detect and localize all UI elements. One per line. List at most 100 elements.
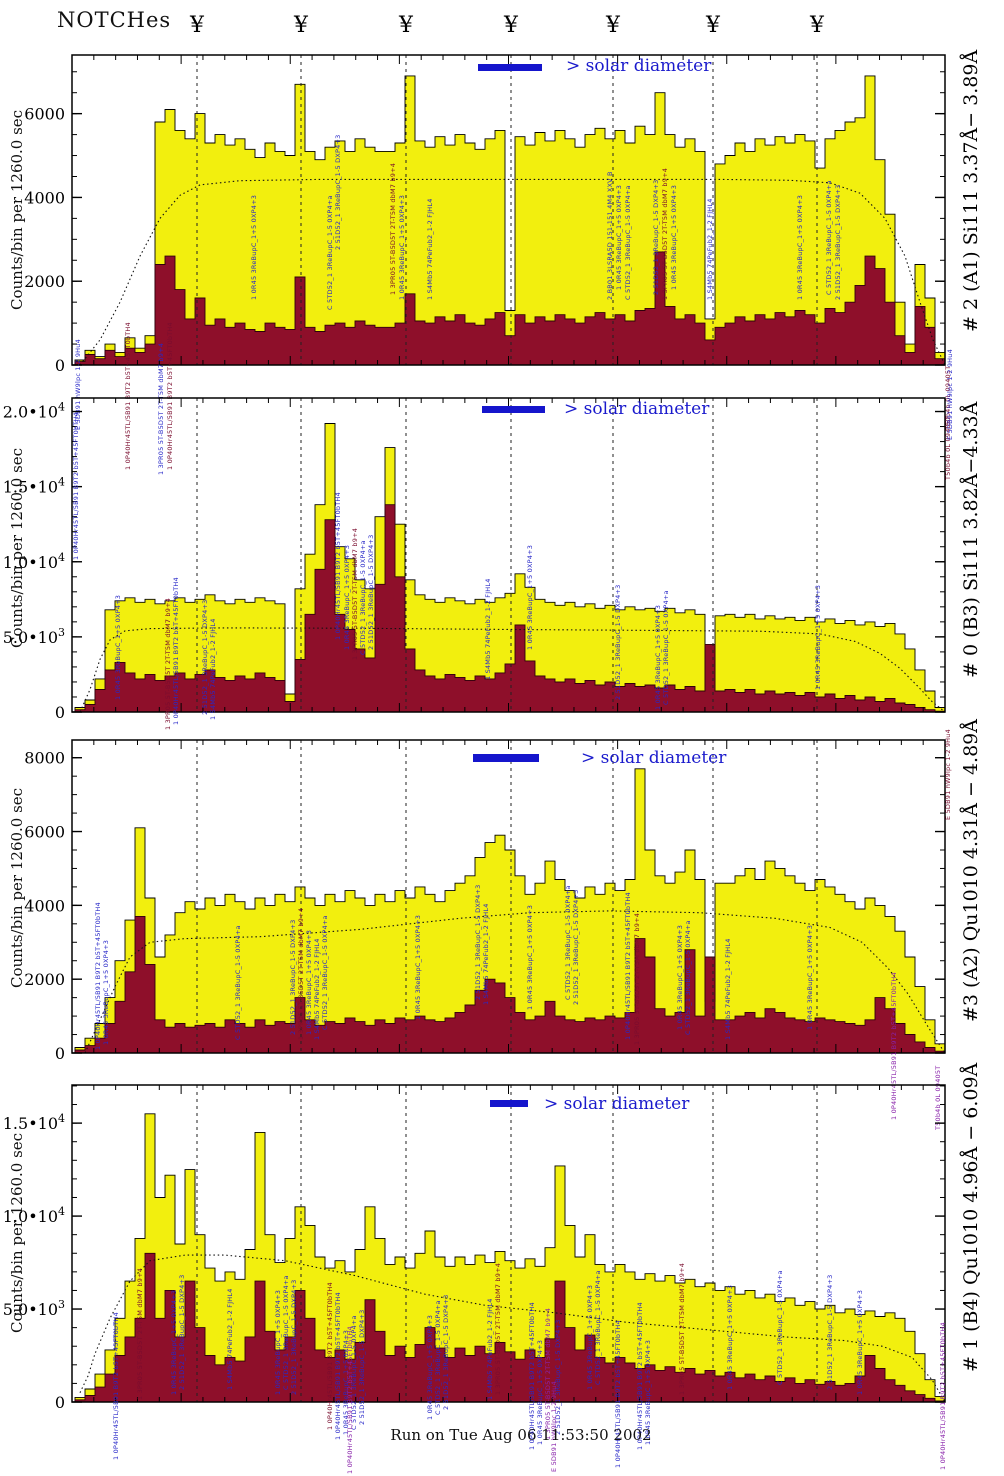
svg-text:E 5DB91 hW9lpc 1-2 9Hu4: E 5DB91 hW9lpc 1-2 9Hu4 [550,1381,558,1472]
svg-text:2 51D52_1 3ReBupC_1-5 DXP4+3: 2 51D52_1 3ReBupC_1-5 DXP4+3 [826,1275,834,1390]
svg-text:1 S4Mb5 74PeFub2_1-2 FJHL4: 1 S4Mb5 74PeFub2_1-2 FJHL4 [313,938,321,1040]
svg-text:E 5DB91 hW9lpc 1-2 9Hu4: E 5DB91 hW9lpc 1-2 9Hu4 [944,729,952,820]
svg-text:0: 0 [55,1393,65,1412]
svg-text:2000: 2000 [24,970,65,989]
svg-text:E 5DB91 hW9lpc 1-2 9Hu4: E 5DB91 hW9lpc 1-2 9Hu4 [946,349,954,440]
svg-text:¥: ¥ [189,13,205,38]
svg-text:1 0R45 3ReBupC_1+5 0XP4+3: 1 0R45 3ReBupC_1+5 0XP4+3 [102,940,110,1045]
svg-text:1 0P40Hr45TL/5B91 B9T2 b5T+45F: 1 0P40Hr45TL/5B91 B9T2 b5T+45FT0bTH4 [112,1312,120,1460]
svg-text:C 5TD52_1 3ReBupC_1-5 0XP4+a: C 5TD52_1 3ReBupC_1-5 0XP4+a [282,1275,290,1390]
svg-text:1 0P40Hr45TL/5B91 B9T2 b5T+45F: 1 0P40Hr45TL/5B91 B9T2 b5T+45FT0bTH4 [124,322,132,470]
svg-text:1 0R45 3ReBupC_1+5 0XP4+3: 1 0R45 3ReBupC_1+5 0XP4+3 [526,545,534,650]
svg-text:1 0R45 3ReBupC_1+5 0XP4+3: 1 0R45 3ReBupC_1+5 0XP4+3 [615,185,623,290]
svg-text:1 3PR05 5T-B5D5T 2T-T5M dbM7 b: 1 3PR05 5T-B5D5T 2T-T5M dbM7 b9+4 [494,1263,502,1395]
svg-text:1 0P40Hr45TL/5B91 B9T2 b5T+45F: 1 0P40Hr45TL/5B91 B9T2 b5T+45FT0bTH4 [334,1292,342,1440]
svg-text:1 0R45 3ReBupC_1+5 0XP4+3: 1 0R45 3ReBupC_1+5 0XP4+3 [305,930,313,1035]
svg-text:C 5TD52_1 3ReBupC_1-5 0XP4+a: C 5TD52_1 3ReBupC_1-5 0XP4+a [234,925,242,1040]
svg-text:1 S4Mb5 74PeFub2_1-2 FJHL4: 1 S4Mb5 74PeFub2_1-2 FJHL4 [724,938,732,1040]
svg-text:1 S4Mb5 74PeFub2_1-2 FJHL4: 1 S4Mb5 74PeFub2_1-2 FJHL4 [426,198,434,300]
y-axis-label-panel-1: Counts/bin per 1260.0 sec [8,109,26,310]
svg-text:¥: ¥ [293,13,309,38]
svg-text:5.0•103: 5.0•103 [3,1298,65,1319]
svg-text:1 0R45 3ReBupC_1+5 0XP4+3: 1 0R45 3ReBupC_1+5 0XP4+3 [114,595,122,700]
panel-3-annotations: 1 0P40Hr45TL/5B91 B9T2 b5T+45FT0bTH4 1 0R… [94,729,952,1131]
svg-text:1 0R45 3ReBupC_1+5 0XP4+3: 1 0R45 3ReBupC_1+5 0XP4+3 [250,195,258,300]
svg-text:C 5TD52_1 3ReBupC_1-5 0XP4+a: C 5TD52_1 3ReBupC_1-5 0XP4+a [594,1270,602,1385]
svg-text:0: 0 [55,356,65,375]
svg-text:1.0•104: 1.0•104 [3,551,65,572]
svg-text:1 3PR05 5T-B5D5T 2T-T5M dbM7 b: 1 3PR05 5T-B5D5T 2T-T5M dbM7 b9+4 [164,598,172,730]
svg-text:1 S4Mb5 74PeFub2_1-2 FJHL4: 1 S4Mb5 74PeFub2_1-2 FJHL4 [706,198,714,300]
svg-text:¥: ¥ [503,13,519,38]
svg-text:1 3PR05 5T-B5D5T 2T-T5M dbM7 b: 1 3PR05 5T-B5D5T 2T-T5M dbM7 b9+4 [157,343,165,475]
svg-text:2 51D52_1 3ReBupC_1-5 DXP4+3: 2 51D52_1 3ReBupC_1-5 DXP4+3 [290,1280,298,1395]
svg-text:C 5TD52_1 3ReBupC_1-5 0XP4+a: C 5TD52_1 3ReBupC_1-5 0XP4+a [434,1300,442,1415]
svg-text:1 0R45 3ReBupC_1+5 0XP4+3: 1 0R45 3ReBupC_1+5 0XP4+3 [526,905,534,1010]
svg-text:1 0R45 3ReBupC_1+5 0XP4+3: 1 0R45 3ReBupC_1+5 0XP4+3 [670,185,678,290]
svg-text:1 0P40Hr45TL/5B91 B9T2 b5T+45F: 1 0P40Hr45TL/5B91 B9T2 b5T+45FT0bTH4 [939,1322,947,1470]
panel-1-annotations: E 5DB91 hW9lpc 1-2 9Hu4 1 0P40Hr45TL/5B91… [74,135,952,475]
svg-text:C 5TD52_1 3ReBupC_1-5 0XP4+a: C 5TD52_1 3ReBupC_1-5 0XP4+a [684,920,692,1035]
svg-text:5.0•103: 5.0•103 [3,626,65,647]
svg-text:C 5TD52_1 3ReBupC_1-5 0XP4+a: C 5TD52_1 3ReBupC_1-5 0XP4+a [825,180,833,295]
svg-text:1 0P40Hr45TL/5B91 B9T2 b5T+45F: 1 0P40Hr45TL/5B91 B9T2 b5T+45FT0bTH4 [624,892,632,1040]
svg-text:1 0R45 3ReBupC_1+5 0XP4+3: 1 0R45 3ReBupC_1+5 0XP4+3 [796,195,804,300]
solar-diameter-label-panel-1: > solar diameter [566,56,712,76]
svg-text:C 5TD52_1 3ReBupC_1-5 0XP4+a: C 5TD52_1 3ReBupC_1-5 0XP4+a [350,1315,358,1430]
run-timestamp: Run on Tue Aug 06 11:53:50 2002 [390,1426,652,1444]
svg-text:2 51D52_1 3ReBupC_1-5 DXP4+3: 2 51D52_1 3ReBupC_1-5 DXP4+3 [367,535,375,650]
svg-text:1 0R45 3ReBupC_1+5 0XP4+3: 1 0R45 3ReBupC_1+5 0XP4+3 [426,1315,434,1420]
svg-text:2 51D52_1 3ReBupC_1-5 DXP4+3: 2 51D52_1 3ReBupC_1-5 DXP4+3 [652,180,660,295]
svg-text:1 0R45 3ReBupC_1+5 0XP4+3: 1 0R45 3ReBupC_1+5 0XP4+3 [274,1290,282,1395]
svg-text:1 0R45 3ReBupC_1+5 0XP4+3: 1 0R45 3ReBupC_1+5 0XP4+3 [654,605,662,710]
panel-4-right-label: # 1 (B4) Qu1010 4.96Å − 6.09Å [960,1062,982,1372]
solar-diameter-label-panel-3: > solar diameter [581,748,727,768]
svg-text:2 51D52_1 3ReBupC_1-5 DXP4+3: 2 51D52_1 3ReBupC_1-5 DXP4+3 [178,1275,186,1390]
panel-2-right-label: # 0 (B3) Si111 3.82Å−4.33Å [960,401,982,678]
svg-text:C 5TD52_1 3ReBupC_1-5 0XP4+a: C 5TD52_1 3ReBupC_1-5 0XP4+a [662,590,670,705]
y-axis-label-panel-2: Counts/bin per 1260.0 sec [8,447,26,648]
svg-text:1.5•104: 1.5•104 [3,1112,65,1133]
svg-text:4000: 4000 [24,896,65,915]
svg-text:C 5TD52_1 3ReBupC_1-5 0XP4+a: C 5TD52_1 3ReBupC_1-5 0XP4+a [321,915,329,1030]
svg-text:2 51D52_1 3ReBupC_1-5 DXP4+3: 2 51D52_1 3ReBupC_1-5 DXP4+3 [474,885,482,1000]
svg-text:C 5TD52_1 3ReBupC_1-5 0XP4+a: C 5TD52_1 3ReBupC_1-5 0XP4+a [776,1270,784,1385]
svg-text:1 0P40Hr45TL/5B91 B9T2 b5T+45F: 1 0P40Hr45TL/5B91 B9T2 b5T+45FT0bTH4 [890,972,898,1120]
svg-text:2000: 2000 [24,272,65,291]
y-axis-label-panel-3: Counts/bin per 1260.0 sec [8,787,26,988]
solar-diameter-bar [473,754,539,762]
svg-text:¥: ¥ [809,13,825,38]
svg-text:T50b4b 0L 09405T: T50b4b 0L 09405T [934,1066,942,1131]
svg-text:1 0R45 3ReBupC_1+5 0XP4+3: 1 0R45 3ReBupC_1+5 0XP4+3 [814,585,822,690]
svg-text:1 0P40Hr45TL/5B91 B9T2 b5T+45F: 1 0P40Hr45TL/5B91 B9T2 b5T+45FT0bTH4 [172,577,180,725]
svg-text:1 0P40Hr45TL/5B91 B9T2 b5T+45F: 1 0P40Hr45TL/5B91 B9T2 b5T+45FT0bTH4 [636,1302,644,1450]
svg-text:2 51D52_1 3ReBupC_1-5 DXP4+3: 2 51D52_1 3ReBupC_1-5 DXP4+3 [289,920,297,1035]
svg-text:1 0P40Hr45TL/5B91 B9T2 b5T+45F: 1 0P40Hr45TL/5B91 B9T2 b5T+45FT0bTH4 [528,1302,536,1450]
svg-text:1 0R45 3ReBupC_1+5 0XP4+3: 1 0R45 3ReBupC_1+5 0XP4+3 [644,1340,652,1445]
svg-text:1 0P40Hr45TL/5B91 B9T2 b5T+45F: 1 0P40Hr45TL/5B91 B9T2 b5T+45FT0bTH4 [72,412,80,560]
svg-text:2 51D52_1 3ReBupC_1-5 DXP4+3: 2 51D52_1 3ReBupC_1-5 DXP4+3 [334,135,342,250]
panel-4-group: 0 5.0•103 1.0•104 1.5•104 1 0P40Hr45TL/5B91 … [3,1084,947,1474]
svg-text:2.0•104: 2.0•104 [3,401,65,422]
solar-diameter-bar [490,1100,528,1107]
svg-text:1 0R45 3ReBupC_1+5 0XP4+3: 1 0R45 3ReBupC_1+5 0XP4+3 [676,925,684,1030]
solar-diameter-bar [482,406,545,413]
svg-text:2 51D52_1 3ReBupC_1-5 DXP4+3: 2 51D52_1 3ReBupC_1-5 DXP4+3 [442,1295,450,1410]
svg-text:1 3PR05 5T-B5D5T 2T-T5M dbM7 b: 1 3PR05 5T-B5D5T 2T-T5M dbM7 b9+4 [544,1308,552,1440]
svg-text:1 3PR05 5T-B5D5T 2T-T5M dbM7 b: 1 3PR05 5T-B5D5T 2T-T5M dbM7 b9+4 [351,528,359,660]
svg-text:1 0P40Hr45TL/5B91 B9T2 b5T+45F: 1 0P40Hr45TL/5B91 B9T2 b5T+45FT0bTH4 [166,322,174,470]
svg-text:T50b4b 0L 09405T: T50b4b 0L 09405T [944,366,952,431]
svg-text:0: 0 [55,703,65,722]
panel-3-group: 0 2000 4000 6000 8000 1 0P40Hr45TL/5B91 B9T2 … [24,729,952,1131]
panel-1-right-label: # 2 (A1) Si111 3.37Å− 3.89Å [960,49,982,332]
svg-text:1 S4Mb5 74PeFub2_1-2 FJHL4: 1 S4Mb5 74PeFub2_1-2 FJHL4 [482,903,490,1005]
svg-text:1 0P40Hr45TL/5B91 B9T2 b5T+45F: 1 0P40Hr45TL/5B91 B9T2 b5T+45FT0bTH4 [346,1326,354,1474]
panel-2-annotations: 1 0P40Hr45TL/5B91 B9T2 b5T+45FT0bTH4 1 0R… [72,349,954,730]
svg-text:C 5TD52_1 3ReBupC_1-5 0XP4+a: C 5TD52_1 3ReBupC_1-5 0XP4+a [326,195,334,310]
svg-text:2 51D52_1 3ReBupC_1-5 DXP4+3: 2 51D52_1 3ReBupC_1-5 DXP4+3 [358,1310,366,1425]
svg-text:1.5•104: 1.5•104 [3,476,65,497]
panel-1-group: 0 2000 4000 6000 E 5DB91 hW9lpc 1-2 9Hu4 1 0P… [24,54,952,475]
notch-symbols-row: ¥ ¥ ¥ ¥ ¥ ¥ ¥ [189,13,825,38]
notches-title: NOTCHes [57,8,172,32]
